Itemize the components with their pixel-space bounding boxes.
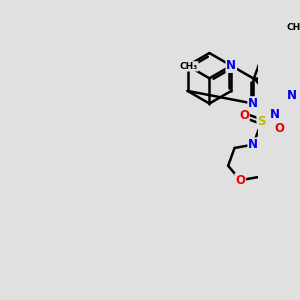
Text: N: N [248, 97, 258, 110]
Text: N: N [226, 59, 236, 72]
Text: CH₃: CH₃ [180, 62, 198, 71]
Text: O: O [239, 109, 249, 122]
Text: CH₃: CH₃ [286, 23, 300, 32]
Text: N: N [270, 108, 280, 121]
Text: O: O [235, 174, 245, 187]
Text: N: N [287, 89, 297, 102]
Text: N: N [248, 138, 258, 151]
Text: O: O [274, 122, 284, 135]
Text: S: S [257, 115, 266, 128]
